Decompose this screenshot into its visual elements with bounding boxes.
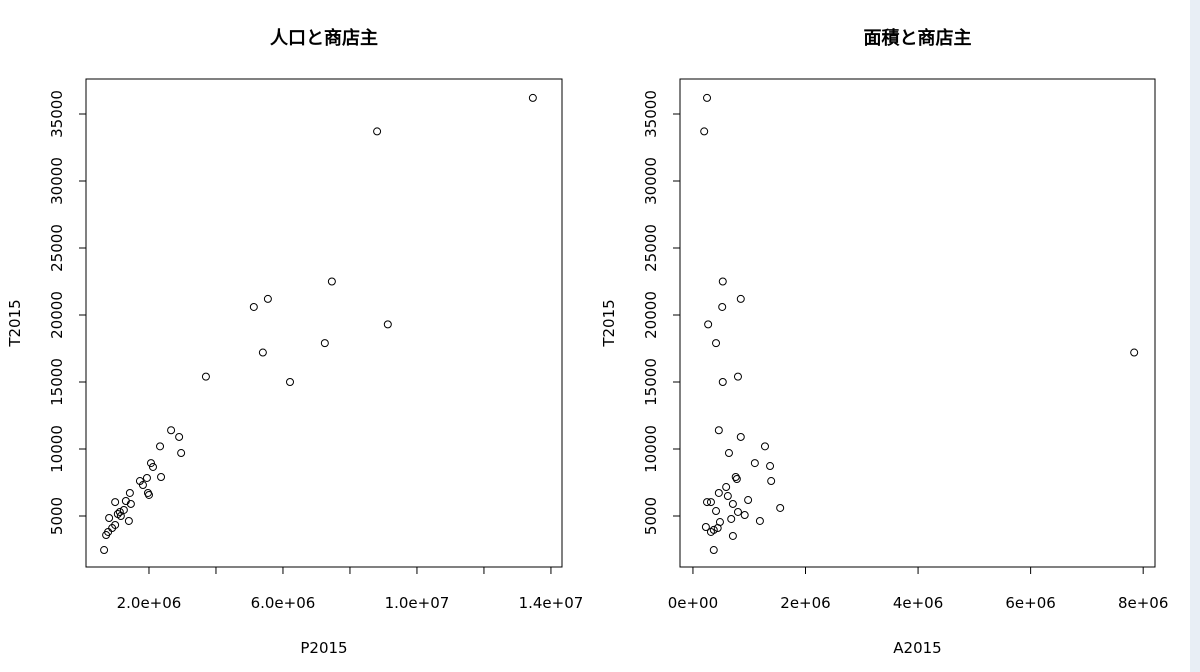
- point: [712, 507, 721, 516]
- point: [740, 511, 749, 520]
- point: [528, 93, 537, 102]
- point: [706, 527, 715, 536]
- point: [373, 127, 382, 136]
- point: [327, 277, 336, 286]
- point: [111, 498, 120, 507]
- x-tick-label: 1.4e+07: [519, 594, 584, 612]
- point: [728, 531, 737, 540]
- point: [712, 339, 721, 348]
- point: [733, 507, 742, 516]
- y-tick-label: 15000: [642, 358, 660, 406]
- y-axis-label: T2015: [6, 299, 24, 347]
- point: [731, 473, 740, 482]
- point: [706, 498, 715, 507]
- y-tick-label: 5000: [48, 497, 66, 535]
- point: [263, 294, 272, 303]
- point: [727, 514, 736, 523]
- point: [286, 378, 294, 387]
- point: [714, 488, 723, 497]
- scrollbar: [1190, 0, 1200, 672]
- point: [755, 516, 764, 525]
- point: [718, 277, 727, 286]
- x-tick-label: 0e+00: [668, 594, 718, 612]
- point: [776, 503, 785, 512]
- point: [722, 483, 731, 492]
- point: [102, 531, 111, 540]
- point: [766, 462, 775, 471]
- point: [383, 320, 392, 329]
- point: [126, 499, 135, 508]
- point: [703, 93, 712, 102]
- point: [249, 302, 258, 311]
- y-tick-label: 30000: [48, 157, 66, 205]
- x-axis-label: A2015: [893, 639, 941, 657]
- point: [736, 294, 745, 303]
- y-tick-label: 30000: [642, 157, 660, 205]
- point: [724, 449, 733, 458]
- point: [736, 432, 745, 441]
- y-tick-label: 20000: [642, 291, 660, 339]
- point: [115, 507, 124, 516]
- point: [1130, 348, 1139, 357]
- point: [728, 499, 737, 508]
- point: [709, 546, 718, 555]
- y-tick-label: 10000: [642, 425, 660, 473]
- point: [320, 339, 329, 348]
- point: [714, 426, 723, 435]
- x-tick-label: 2e+06: [780, 594, 830, 612]
- point: [258, 348, 267, 357]
- y-axis-label: T2015: [600, 299, 618, 347]
- x-tick-label: 6e+06: [1005, 594, 1055, 612]
- plot-frame: [679, 78, 1156, 568]
- point: [718, 378, 727, 387]
- y-tick-label: 25000: [48, 224, 66, 272]
- point: [177, 449, 186, 458]
- point: [704, 320, 713, 329]
- point: [125, 488, 134, 497]
- point: [700, 127, 709, 136]
- point: [201, 372, 210, 381]
- chart-title: 人口と商店主: [270, 27, 378, 49]
- point: [142, 473, 151, 482]
- point: [767, 477, 776, 486]
- point: [124, 516, 133, 525]
- x-tick-label: 8e+06: [1118, 594, 1168, 612]
- plot-frame: [85, 78, 563, 568]
- point: [723, 492, 732, 501]
- point: [733, 372, 742, 381]
- point: [701, 522, 710, 531]
- point: [760, 442, 769, 451]
- y-tick-label: 25000: [642, 224, 660, 272]
- point: [703, 498, 712, 507]
- point: [138, 481, 147, 490]
- point: [167, 426, 176, 435]
- y-tick-label: 5000: [642, 497, 660, 535]
- chart-title: 面積と商店主: [864, 27, 972, 49]
- x-axis-label: P2015: [300, 639, 347, 657]
- point: [157, 473, 166, 482]
- point: [750, 459, 759, 468]
- point: [113, 509, 122, 518]
- x-tick-label: 6.0e+06: [251, 594, 316, 612]
- y-tick-label: 35000: [48, 90, 66, 138]
- x-tick-label: 1.0e+07: [385, 594, 450, 612]
- point: [146, 459, 155, 468]
- point: [718, 302, 727, 311]
- y-tick-label: 35000: [642, 90, 660, 138]
- point: [175, 432, 184, 441]
- y-tick-label: 20000: [48, 291, 66, 339]
- point: [148, 462, 157, 471]
- x-tick-label: 2.0e+06: [117, 594, 182, 612]
- point: [144, 490, 153, 499]
- point: [105, 514, 114, 523]
- point: [732, 475, 741, 484]
- point: [713, 524, 722, 533]
- y-tick-label: 10000: [48, 425, 66, 473]
- point: [744, 496, 753, 505]
- y-tick-label: 15000: [48, 358, 66, 406]
- point: [156, 442, 165, 451]
- x-tick-label: 4e+06: [893, 594, 943, 612]
- point: [100, 546, 109, 555]
